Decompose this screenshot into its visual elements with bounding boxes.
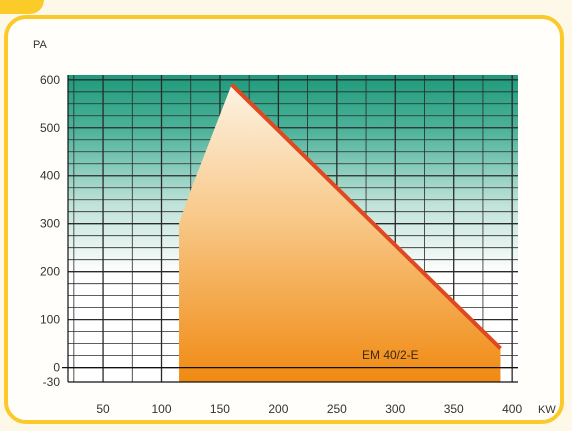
x-tick-label: 50 — [96, 402, 110, 416]
y-tick-label: 600 — [40, 73, 60, 87]
x-tick-label: 100 — [151, 402, 171, 416]
y-tick-label: 400 — [40, 169, 60, 183]
x-tick-labels: 50 100 150 200 250 300 350 400 — [96, 402, 522, 416]
corner-tab — [0, 0, 44, 14]
x-tick-label: 250 — [327, 402, 347, 416]
y-tick-label: 300 — [40, 217, 60, 231]
x-tick-label: 350 — [444, 402, 464, 416]
series-label: EM 40/2-E — [362, 348, 419, 362]
x-axis-label: KW — [538, 404, 556, 416]
y-tick-label: -30 — [43, 375, 61, 389]
y-tick-label: 500 — [40, 121, 60, 135]
x-tick-label: 200 — [268, 402, 288, 416]
y-tick-label: 100 — [40, 313, 60, 327]
y-tick-labels: -300 100 200 300 400 500 600 — [40, 73, 60, 389]
y-axis-label: PA — [33, 39, 48, 51]
x-tick-label: 400 — [502, 402, 522, 416]
x-tick-label: 150 — [210, 402, 230, 416]
x-tick-label: 300 — [385, 402, 405, 416]
y-tick-label: 200 — [40, 265, 60, 279]
y-tick-label: 0 — [53, 361, 60, 375]
operating-area — [179, 84, 501, 382]
area-edge-line — [230, 83, 502, 350]
